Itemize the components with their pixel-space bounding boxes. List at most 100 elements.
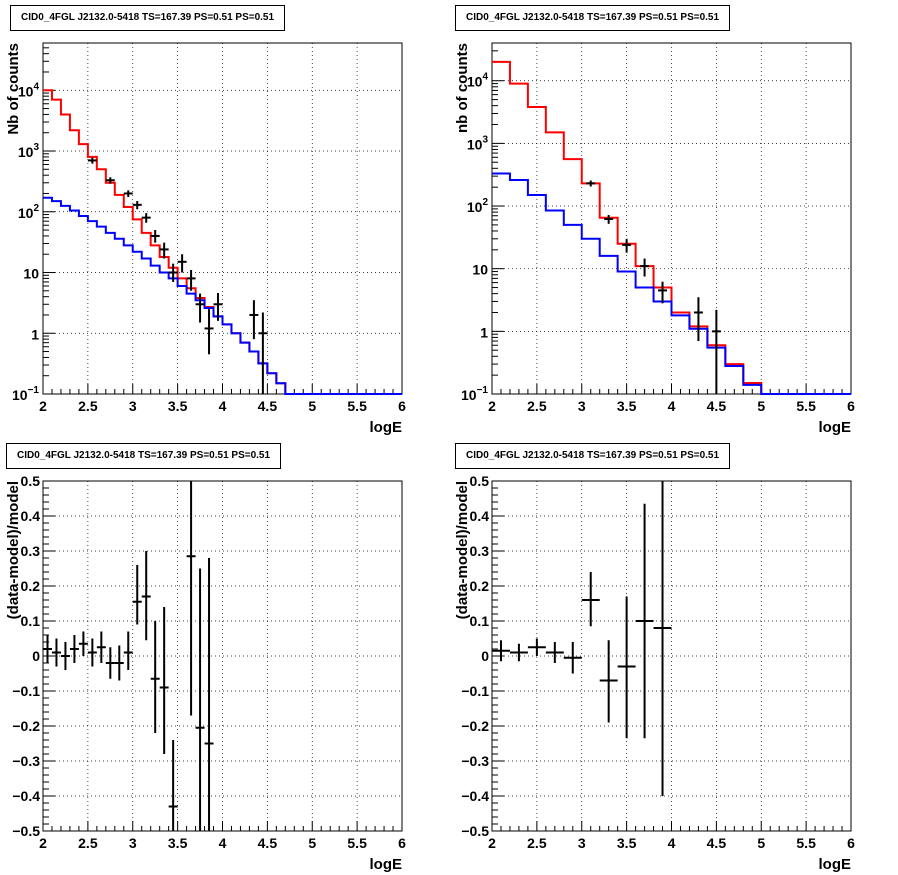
data-point — [509, 643, 528, 662]
x-tick-label: 3.5 — [168, 835, 188, 851]
y-tick-label: 0.4 — [470, 508, 490, 524]
y-tick-label: 10−1 — [461, 385, 488, 403]
x-tick-label: 5 — [308, 835, 316, 851]
x-tick-label: 5 — [308, 398, 316, 414]
y-axis-label: Nb of counts — [5, 43, 22, 135]
x-tick-label: 5 — [757, 835, 765, 851]
data-point — [78, 631, 88, 656]
data-point — [204, 309, 214, 355]
data-point — [132, 201, 142, 210]
data-point — [43, 635, 52, 663]
x-tick-label: 4.5 — [707, 835, 727, 851]
x-tick-label: 6 — [847, 398, 855, 414]
x-axis-label: logE — [370, 856, 403, 873]
chart-counts-right-svg: 2 2.5 3 3.5 4 4.5 5 5.5 6 10−1 1 10 102 103 104 logE nb … — [454, 42, 855, 436]
chart-counts-left-svg: 2 2.5 3 3.5 4 4.5 5 5.5 6 10−1 1 10 102 103 104 logE Nb … — [5, 42, 406, 436]
y-tick-label: 0.5 — [21, 473, 41, 489]
chart-title: CID0_4FGL J2132.0-5418 TS=167.39 PS=0.51… — [455, 443, 731, 469]
x-tick-label: 5.5 — [796, 398, 816, 414]
x-tick-label: 6 — [398, 835, 406, 851]
x-tick-label: 2 — [488, 398, 496, 414]
data-point — [114, 645, 124, 681]
data-point — [159, 242, 169, 259]
data-point — [132, 565, 142, 625]
data-point — [186, 269, 196, 291]
y-tick-label: 0.1 — [470, 613, 490, 629]
data-point — [87, 638, 97, 667]
data-point — [87, 157, 97, 164]
y-tick-label: 104 — [18, 81, 40, 99]
data-point — [640, 258, 650, 277]
x-tick-label: 6 — [847, 835, 855, 851]
x-tick-label: 4 — [668, 835, 676, 851]
y-tick-label: 0.5 — [470, 473, 490, 489]
y-tick-label: −0.3 — [12, 753, 40, 769]
chart-title: CID0_4FGL J2132.0-5418 TS=167.39 PS=0.51… — [455, 5, 731, 31]
y-tick-label: 10 — [23, 266, 39, 282]
x-tick-label: 2.5 — [527, 398, 547, 414]
x-tick-label: 2.5 — [78, 835, 98, 851]
data-point — [177, 254, 187, 273]
data-point — [105, 177, 115, 184]
x-tick-label: 5.5 — [347, 835, 367, 851]
x-tick-label: 2 — [39, 398, 47, 414]
x-tick-label: 5.5 — [347, 398, 367, 414]
data-point — [711, 309, 721, 394]
data-point — [123, 631, 133, 670]
y-tick-label: 1 — [480, 324, 488, 340]
data-point — [653, 481, 672, 796]
data-point — [195, 568, 205, 831]
data-point — [195, 293, 205, 323]
data-point — [258, 312, 268, 394]
data-point — [168, 740, 178, 831]
model-histogram-line — [43, 196, 402, 395]
y-tick-label: −0.2 — [12, 718, 40, 734]
y-tick-label: 0.3 — [21, 543, 41, 559]
data-point — [545, 642, 564, 663]
y-axis-label: (data-model)/model — [454, 481, 471, 619]
x-tick-label: 6 — [398, 398, 406, 414]
y-tick-label: −0.4 — [461, 788, 489, 804]
x-tick-label: 4.5 — [258, 835, 278, 851]
data-point — [123, 190, 133, 197]
chart-residuals-right: 2 2.5 3 3.5 4 4.5 5 5.5 6 −0.5 −0.4 −0.3 −0.2 −0.1 0 0.… — [449, 437, 898, 875]
data-point — [150, 230, 160, 243]
data-point — [581, 572, 600, 627]
y-tick-label: −0.5 — [12, 823, 40, 839]
data-point — [159, 607, 169, 754]
x-tick-label: 3.5 — [617, 835, 637, 851]
data-point — [658, 281, 668, 304]
x-axis-label: logE — [819, 856, 852, 873]
data-point — [105, 647, 115, 679]
y-tick-label: −0.5 — [461, 823, 489, 839]
x-tick-label: 4 — [668, 398, 676, 414]
x-axis-label: logE — [370, 419, 403, 436]
x-tick-label: 3.5 — [617, 398, 637, 414]
x-tick-label: 5.5 — [796, 835, 816, 851]
data-point — [249, 300, 259, 340]
y-tick-label: 102 — [18, 203, 40, 221]
x-tick-label: 2 — [488, 835, 496, 851]
data-point — [69, 635, 79, 663]
x-tick-label: 2 — [39, 835, 47, 851]
data-point — [204, 558, 214, 831]
y-tick-label: 0.2 — [21, 578, 41, 594]
y-tick-label: 103 — [18, 142, 40, 160]
data-point — [622, 238, 632, 253]
data-point — [563, 642, 582, 674]
chart-title: CID0_4FGL J2132.0-5418 TS=167.39 PS=0.51… — [10, 5, 286, 31]
y-tick-label: 10 — [472, 262, 488, 278]
y-tick-label: 1 — [31, 326, 39, 342]
data-point — [168, 263, 178, 282]
data-point — [617, 596, 636, 739]
data-point — [599, 640, 618, 723]
data-point — [150, 621, 160, 733]
x-tick-label: 2.5 — [78, 398, 98, 414]
x-tick-label: 3 — [129, 398, 137, 414]
data-point — [693, 297, 703, 342]
y-tick-label: 103 — [467, 134, 489, 152]
x-tick-label: 3 — [578, 835, 586, 851]
y-axis-label: nb of counts — [454, 43, 471, 133]
x-tick-label: 3 — [578, 398, 586, 414]
y-tick-label: −0.2 — [461, 718, 489, 734]
